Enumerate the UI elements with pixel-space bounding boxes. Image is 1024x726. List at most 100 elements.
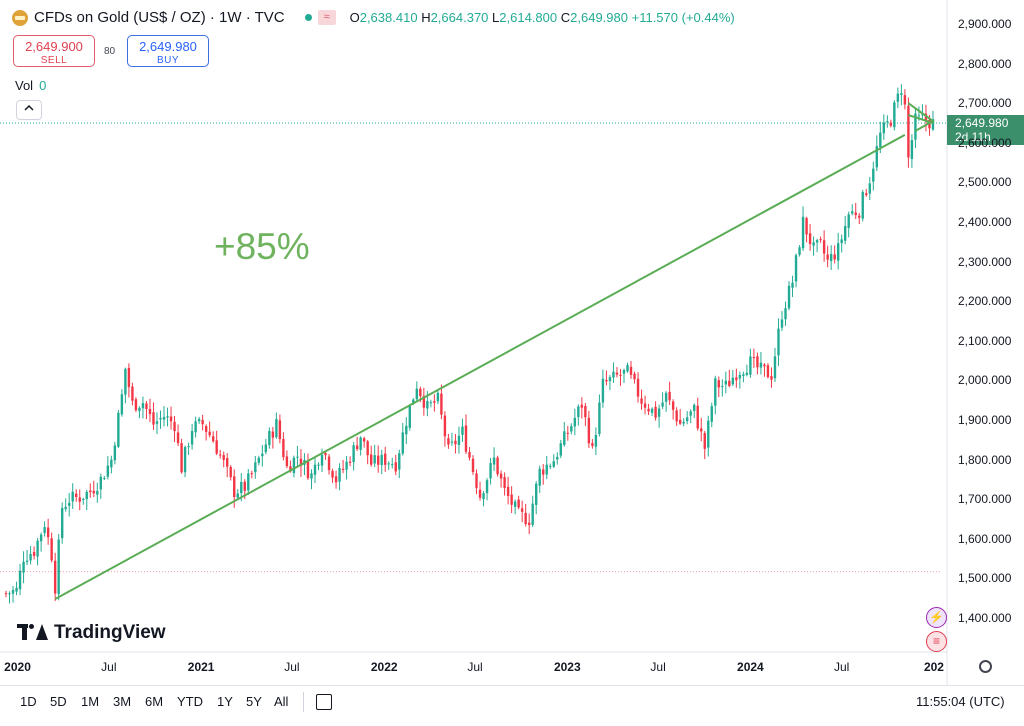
candle-body (127, 367, 131, 388)
candle-body (218, 454, 222, 456)
candle-body (520, 508, 524, 512)
range-button-1d[interactable]: 1D (20, 694, 37, 709)
candle-body (53, 560, 57, 594)
candle-body (626, 364, 629, 372)
candle-body (517, 499, 520, 508)
time-tick-label: Jul (650, 660, 666, 674)
candle-body (577, 406, 580, 418)
trendline-1 (908, 114, 934, 124)
candle-body (601, 378, 605, 403)
time-tick-label: 2022 (370, 660, 398, 674)
candle-body (89, 490, 92, 492)
price-tick-label: 1,800.000 (958, 452, 1012, 467)
candle-body (22, 561, 25, 573)
candle-body (717, 380, 720, 388)
candle-body (145, 403, 148, 409)
candle-body (538, 468, 541, 486)
data-flag-icon[interactable]: ≈ (317, 10, 336, 25)
volume-legend[interactable]: Vol 0 (15, 78, 46, 93)
range-button-3m[interactable]: 3M (113, 694, 132, 709)
candle-body (815, 240, 819, 243)
candle-body (204, 426, 208, 432)
bar-countdown: 2d 11h (955, 130, 991, 144)
candle-body (594, 434, 598, 447)
us-flag-icon[interactable]: ≡ (926, 631, 947, 652)
lightning-icon[interactable]: ⚡ (926, 607, 947, 628)
range-button-5d[interactable]: 5D (50, 694, 67, 709)
candle-body (197, 419, 201, 422)
candle-body (103, 478, 106, 480)
candle-body (731, 377, 735, 385)
candle-body (124, 368, 127, 395)
buy-button[interactable]: 2,649.980 BUY (127, 35, 209, 67)
candle-body (57, 539, 60, 595)
candle-body (454, 440, 457, 445)
candle-body (721, 386, 724, 388)
candle-body (598, 402, 601, 435)
tradingview-mark-icon (17, 624, 49, 642)
bottom-toolbar: 1D 5D 1M 3M 6M YTD 1Y 5Y All 11:55:04 (UTC) (0, 685, 1024, 726)
candle-body (46, 527, 50, 538)
candle-body (240, 481, 243, 494)
candle-body (433, 401, 436, 403)
range-button-6m[interactable]: 6M (145, 694, 164, 709)
sell-price: 2,649.900 (25, 39, 83, 54)
candle-body (226, 458, 229, 467)
candle-body (25, 560, 29, 562)
range-button-1y[interactable]: 1Y (217, 694, 233, 709)
candle-body (285, 456, 289, 467)
candle-body (222, 455, 225, 460)
candle-body (11, 589, 15, 594)
candle-body (443, 415, 447, 437)
candle-body (134, 399, 138, 411)
candle-body (341, 468, 345, 470)
sell-button[interactable]: 2,649.900 SELL (13, 35, 95, 67)
candle-body (654, 406, 657, 418)
collapse-legend-button[interactable] (16, 100, 42, 120)
candle-body (36, 540, 39, 557)
calendar-range-icon[interactable] (316, 694, 332, 710)
price-tick-label: 2,400.000 (958, 215, 1012, 229)
candle-body (808, 233, 812, 245)
price-tick-label: 2,100.000 (958, 333, 1012, 348)
candle-body (15, 587, 18, 592)
candle-body (475, 473, 478, 489)
candle-body (524, 512, 527, 525)
price-tick-label: 2,500.000 (958, 175, 1012, 190)
clock-time[interactable]: 11:55:04 (UTC) (916, 694, 1005, 709)
volume-label: Vol (15, 78, 34, 93)
candle-body (833, 254, 836, 260)
range-button-5y[interactable]: 5Y (246, 694, 262, 709)
symbol-title[interactable]: CFDs on Gold (US$ / OZ) · 1W · TVC (34, 9, 285, 26)
market-status-dot (304, 14, 312, 21)
buy-price: 2,649.980 (139, 39, 197, 54)
candle-body (591, 443, 594, 446)
time-tick-label: Jul (834, 660, 850, 674)
candle-body (468, 452, 471, 458)
candle-body (289, 466, 292, 472)
candle-body (419, 388, 422, 397)
candle-body (489, 463, 492, 479)
range-button-1m[interactable]: 1M (81, 694, 100, 709)
candle-body (194, 421, 197, 433)
candle-body (268, 431, 271, 446)
candle-body (889, 122, 893, 126)
candle-body (531, 503, 534, 525)
range-button-ytd[interactable]: YTD (177, 694, 203, 709)
range-button-all[interactable]: All (274, 694, 289, 709)
candle-body (292, 457, 296, 474)
settings-gear-icon[interactable] (979, 660, 992, 673)
candle-body (99, 476, 103, 490)
candle-body (605, 379, 608, 382)
candle-body (496, 457, 499, 475)
price-tick-label: 2,700.000 (958, 96, 1012, 111)
candle-body (415, 388, 419, 400)
tradingview-logo[interactable]: TradingView (17, 622, 166, 644)
candle-body (243, 481, 246, 491)
last-price-label: 2,649.980 2d 11h (947, 115, 1024, 145)
volume-value: 0 (39, 78, 47, 93)
close-label: C (560, 10, 571, 25)
candle-body (471, 458, 475, 473)
candle-body (696, 405, 699, 429)
